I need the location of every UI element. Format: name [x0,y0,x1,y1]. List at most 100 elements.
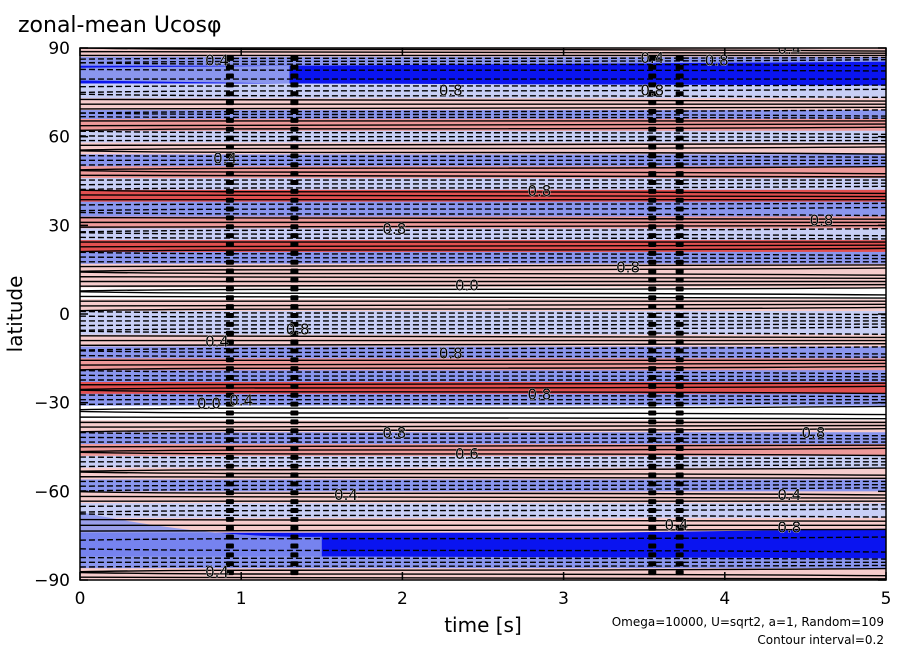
contour-line-71 [80,335,886,339]
contour-line-74 [80,346,886,351]
label-cluster-mark-3 [675,392,684,398]
label-cluster-mark-0 [225,357,234,363]
label-cluster-mark-2 [648,419,657,425]
label-cluster-mark-0 [225,250,234,256]
label-cluster-mark-2 [648,295,657,301]
contour-line-45 [80,231,886,237]
contour-line-73 [80,343,886,347]
contour-label-16: 0.4 [229,392,253,410]
y-tick-label: 90 [48,39,70,59]
x-axis-ticks: 0 1 2 3 4 5 [75,48,891,609]
contour-line-126 [80,576,886,580]
contour-line-29 [80,165,886,171]
contour-line-58 [80,283,886,287]
label-cluster-mark-0 [225,348,234,354]
label-cluster-mark-1 [290,117,299,123]
label-cluster-mark-0 [225,286,234,292]
label-cluster-mark-2 [648,401,657,407]
label-cluster-mark-1 [290,126,299,132]
label-cluster-mark-0 [225,295,234,301]
label-cluster-mark-2 [648,135,657,141]
contour-line-85 [80,389,886,395]
label-cluster-mark-3 [675,508,684,514]
label-cluster-mark-3 [675,64,684,70]
label-cluster-mark-2 [648,64,657,70]
label-cluster-mark-1 [290,419,299,425]
label-cluster-mark-1 [290,109,299,115]
contour-label-19: 0.8 [802,424,826,442]
label-cluster-mark-1 [290,445,299,451]
contour-line-21 [80,135,886,139]
contour-line-48 [80,244,886,248]
label-cluster-mark-3 [675,481,684,487]
label-cluster-mark-3 [675,472,684,478]
band-5 [80,110,886,120]
label-cluster-mark-1 [290,366,299,372]
label-cluster-mark-2 [648,304,657,310]
label-cluster-mark-2 [648,55,657,61]
label-cluster-mark-3 [675,312,684,318]
contour-line-1 [80,50,886,54]
contour-line-13 [80,106,886,110]
label-cluster-mark-2 [648,481,657,487]
chart-title: zonal-mean Ucosφ [18,13,222,38]
label-cluster-mark-2 [648,233,657,239]
label-cluster-mark-1 [290,135,299,141]
band-1 [80,56,886,67]
label-cluster-mark-0 [225,570,234,576]
label-cluster-mark-1 [290,383,299,389]
contour-line-15 [80,112,886,117]
label-cluster-mark-2 [648,215,657,221]
label-cluster-mark-0 [225,224,234,230]
run-parameters-note: Omega=10000, U=sqrt2, a=1, Random=109 [612,615,884,629]
label-cluster-mark-0 [225,135,234,141]
band-3 [80,83,886,99]
label-cluster-mark-3 [675,91,684,97]
label-cluster-mark-2 [648,428,657,434]
contour-label-25: 0.8 [777,519,801,537]
label-cluster-mark-1 [290,233,299,239]
contour-line-101 [80,456,886,460]
label-cluster-mark-1 [290,277,299,283]
label-cluster-mark-2 [648,206,657,212]
label-cluster-mark-0 [225,197,234,203]
label-cluster-mark-3 [675,366,684,372]
contour-line-36 [80,194,886,198]
label-cluster-mark-2 [648,445,657,451]
label-cluster-mark-1 [290,295,299,301]
contour-line-121 [80,556,886,560]
label-cluster-mark-1 [290,242,299,248]
label-cluster-mark-2 [648,330,657,336]
contour-line-88 [80,402,886,406]
contour-line-38 [80,202,886,206]
label-cluster-mark-1 [290,472,299,478]
label-cluster-mark-2 [648,242,657,248]
contour-line-4 [80,59,886,64]
label-cluster-mark-0 [225,383,234,389]
label-cluster-mark-3 [675,357,684,363]
label-cluster-mark-3 [675,410,684,416]
contour-line-60 [80,291,886,296]
label-cluster-mark-0 [225,401,234,407]
label-cluster-mark-2 [648,179,657,185]
label-cluster-mark-0 [225,162,234,168]
contour-line-104 [80,467,886,472]
contour-line-43 [80,224,886,228]
contour-line-5 [80,61,886,67]
label-cluster-mark-1 [290,516,299,522]
contour-line-103 [80,464,886,468]
label-cluster-mark-0 [225,392,234,398]
label-cluster-mark-1 [290,552,299,558]
contour-label-21: 0.4 [334,486,358,504]
label-cluster-mark-3 [675,206,684,212]
x-tick-label: 2 [397,589,408,609]
contour-label-0: 0.4 [205,52,229,70]
contour-line-39 [80,206,886,212]
label-cluster-mark-3 [675,82,684,88]
label-cluster-mark-2 [648,286,657,292]
contour-line-24 [80,146,886,151]
contour-label-20: 0.6 [455,445,479,463]
y-tick-label: 0 [59,305,70,325]
label-cluster-mark-3 [675,135,684,141]
label-cluster-mark-3 [675,525,684,531]
